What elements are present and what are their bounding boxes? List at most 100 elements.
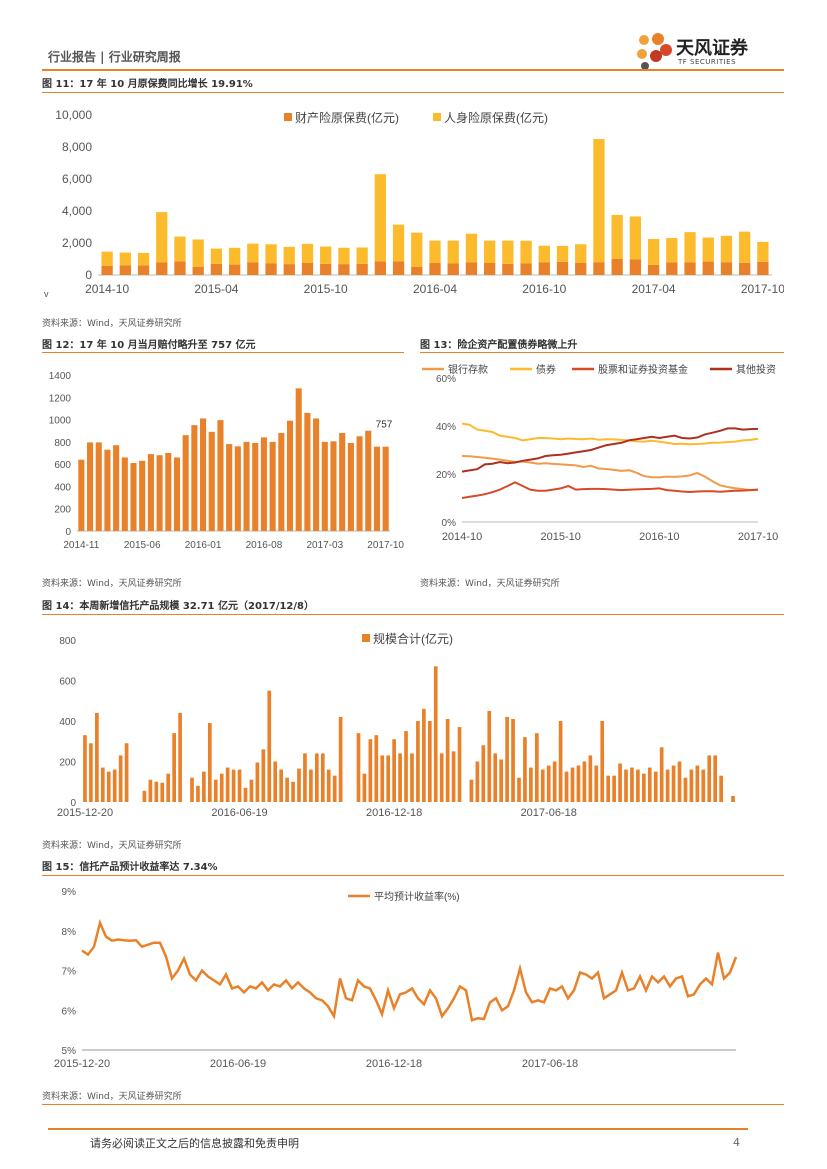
fig11-legend-swatch <box>433 113 441 121</box>
fig14-bar <box>392 739 396 802</box>
fig12-bar <box>243 441 250 531</box>
fig11-bar-life <box>374 174 386 262</box>
fig11-bar-property <box>702 261 714 275</box>
fig14-bar <box>570 767 575 802</box>
fig11-bar-property <box>520 263 532 275</box>
fig11-bar-life <box>174 236 186 262</box>
fig12-bar <box>304 412 311 531</box>
fig12-xtick-label: 2017-03 <box>306 540 343 551</box>
fig14-bar <box>451 751 456 802</box>
fig12-ytick-label: 800 <box>54 438 71 449</box>
fig11-bar-life <box>429 240 441 263</box>
fig14-bar <box>243 787 248 802</box>
fig14-bar <box>297 768 301 802</box>
fig14-bar <box>523 737 527 802</box>
fig14-bar <box>439 753 444 802</box>
fig12-title-rule <box>42 352 404 353</box>
fig12-bar <box>130 463 137 531</box>
fig14-bar <box>457 727 462 802</box>
fig12-bar <box>382 446 389 531</box>
fig11-xtick-label: 2016-04 <box>413 282 457 296</box>
fig11-bar-life <box>411 232 423 267</box>
fig14-bar <box>100 767 105 802</box>
fig11-bar-property <box>575 263 587 275</box>
fig14-bar <box>689 769 694 802</box>
fig11-bar-life <box>575 244 587 263</box>
fig11-source: 资料来源：Wind，天风证券研究所 <box>42 319 182 329</box>
fig11-bar-property <box>101 265 113 275</box>
fig14-bar <box>196 785 200 802</box>
fig14-bar <box>380 755 385 802</box>
fig12-bar <box>147 454 154 531</box>
fig12-source: 资料来源：Wind，天风证券研究所 <box>42 579 182 589</box>
fig13-legend-label: 其他投资 <box>736 363 776 376</box>
fig11-bar-property <box>356 263 368 275</box>
fig14-bar <box>172 733 176 802</box>
fig12-bar <box>347 442 354 531</box>
fig14-bar <box>112 769 117 802</box>
fig13-series-line <box>461 455 759 492</box>
fig14-bar <box>154 781 159 802</box>
fig14-bar <box>83 735 87 802</box>
fig11-bar-property <box>429 263 441 275</box>
fig14-xtick-label: 2016-06-19 <box>211 807 267 819</box>
fig11-bar-life <box>720 235 733 263</box>
fig11-bar-property <box>757 261 769 275</box>
fig12-bar <box>286 420 294 531</box>
fig14-bar <box>89 743 93 802</box>
fig15-ytick-label: 7% <box>62 967 77 978</box>
fig14-bar <box>647 767 652 802</box>
fig15-legend-label: 平均预计收益率(%) <box>374 890 460 903</box>
fig14-bar <box>249 779 254 802</box>
fig15-xtick-label: 2017-06-18 <box>522 1058 578 1070</box>
header-rule <box>42 69 784 71</box>
fig11-bar-property <box>647 264 660 275</box>
fig11-bar-property <box>411 266 423 275</box>
fig14-bar <box>642 773 646 802</box>
fig12-bar <box>165 453 172 531</box>
fig12-claims-chart: 0 200 400 600 800 1000 1200 1400 2014-11 2015-06 2… <box>49 371 404 551</box>
fig11-bar-property <box>666 262 678 275</box>
fig14-bar <box>404 731 408 802</box>
fig11-ytick-label: 8,000 <box>62 140 92 154</box>
fig14-bar <box>630 767 634 802</box>
fig11-bar-life <box>484 240 496 263</box>
fig14-bar <box>618 763 622 802</box>
fig14-bar <box>279 769 284 802</box>
fig14-bar <box>106 771 111 802</box>
fig14-bar <box>594 765 599 802</box>
fig14-bar <box>190 777 194 802</box>
fig14-bar <box>338 716 343 802</box>
fig11-bar-property <box>629 259 642 275</box>
fig11-bar-life <box>320 246 332 264</box>
fig14-title: 图 14：本周新增信托产品规模 32.71 亿元（2017/12/8） <box>42 601 315 612</box>
fig11-legend-label: 人身险原保费(亿元) <box>444 110 548 125</box>
fig14-bar <box>427 721 432 802</box>
fig14-bar <box>410 753 414 802</box>
fig14-bar <box>332 775 337 802</box>
fig12-bar <box>104 449 111 531</box>
fig13-title-rule <box>420 352 784 353</box>
fig11-bar-life <box>265 244 277 264</box>
page-number: 4 <box>733 1136 740 1149</box>
fig12-bar <box>356 436 363 531</box>
fig14-bar <box>225 767 230 802</box>
fig14-bar <box>606 775 611 802</box>
fig11-bar-property <box>137 265 150 275</box>
fig11-xtick-label: 2015-10 <box>304 282 348 296</box>
fig11-bar-life <box>629 216 642 260</box>
fig14-bar <box>499 759 503 802</box>
fig15-bottom-rule <box>42 1104 784 1105</box>
fig12-ytick-label: 1000 <box>49 416 72 427</box>
fig11-bar-property <box>684 262 696 275</box>
fig14-bar <box>178 712 182 802</box>
fig12-bar <box>252 442 259 531</box>
fig15-xtick-label: 2015-12-20 <box>54 1058 110 1070</box>
fig14-bar <box>493 753 498 802</box>
fig14-bar <box>612 775 616 802</box>
fig14-bar <box>505 716 509 802</box>
fig14-bar <box>653 771 658 802</box>
fig12-ytick-label: 600 <box>54 460 71 471</box>
fig14-bar <box>671 765 676 802</box>
fig11-bar-property <box>538 262 550 275</box>
